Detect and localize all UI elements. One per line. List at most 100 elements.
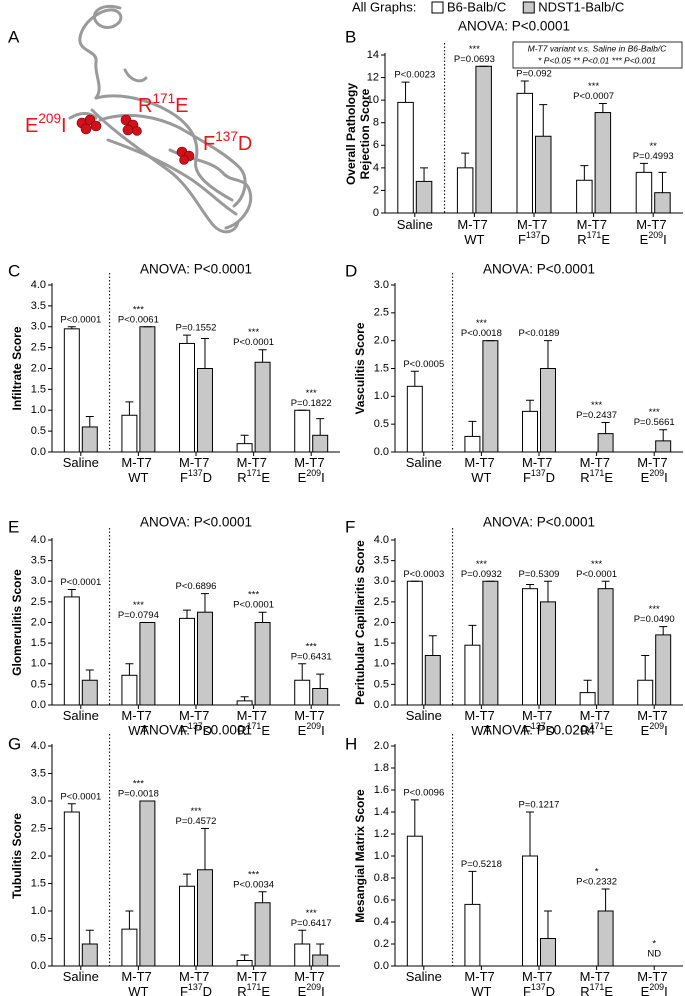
error-bar [598,103,607,113]
error-bar [240,954,249,961]
significance: *** [469,44,480,55]
bar [63,811,80,967]
error-bar [67,589,76,597]
mutation-label: R171E [138,91,188,117]
error-bar [67,326,76,329]
y-tick-label: 0.5 [31,678,46,690]
bar [540,938,556,967]
bar [81,426,98,453]
x-tick-label: M-T7 R171E [237,969,271,996]
significance: *** [190,806,201,817]
error-bar [125,910,134,930]
x-tick-label: Saline [63,455,99,470]
significance: *** [248,327,259,338]
bar [597,588,614,706]
y-tick-label: 0.5 [31,425,46,437]
p-value: P<0.0005 [403,359,444,370]
y-axis-label: Mesangial Matrix Score [353,789,367,923]
y-axis-label: Vasculitis Score [353,322,367,414]
x-tick-label: Saline [406,708,442,723]
significance: * [652,939,656,950]
panel-letter: B [345,27,356,46]
bar [522,410,538,453]
error-bar [316,943,325,955]
bar [121,928,138,967]
y-tick-label: 1.0 [374,658,389,670]
note: * P<0.05 ** P<0.01 *** P<0.001 [538,55,656,65]
error-bar [526,811,535,856]
legend-title: All Graphs: [352,0,416,14]
error-bar [298,929,307,944]
bar [522,588,538,706]
y-axis-label: Glomerulitis Score [10,569,24,676]
x-tick-label: M-T7 R171E [237,708,271,738]
mutation-label: E209I [25,111,67,137]
error-bar [583,679,592,693]
y-tick-label: 4.0 [31,740,46,752]
x-tick-label: Saline [406,969,442,984]
x-tick-label: M-T7 F137D [522,969,556,996]
error-bar [183,873,192,887]
x-tick-label: M-T7 F137D [522,708,556,738]
y-tick-label: 1.5 [31,637,46,649]
chart-title: ANOVA: P<0.0204 [483,723,595,738]
y-tick-label: 3.0 [374,279,389,291]
y-tick-label: 3.0 [374,575,389,587]
annotation: ND [647,949,661,960]
bar [424,655,441,706]
x-tick-label: M-T7 WT [121,708,155,738]
legend-label: B6-Balb/C [447,0,506,14]
legend-swatch [431,1,444,14]
significance: *** [306,908,317,919]
y-tick-label: 8 [373,117,379,129]
error-bar [125,401,134,416]
y-tick-label: 2.5 [31,342,46,354]
y-tick-label: 0.0 [374,960,389,972]
bar [179,342,196,453]
bar [482,340,499,453]
x-tick-label: M-T7 WT [121,969,155,996]
y-tick-label: 14 [367,49,379,61]
error-bar [461,152,470,168]
y-tick-label: 1.4 [374,806,389,818]
bar [535,135,552,214]
y-tick-label: 0 [373,207,379,219]
error-bar [601,421,610,434]
y-tick-label: 2.5 [374,307,389,319]
error-bar [526,399,535,412]
bar [63,596,80,706]
x-tick-label: M-T7 E209I [636,217,670,247]
y-tick-label: 2.0 [31,850,46,862]
error-bar [258,611,267,623]
y-tick-label: 2.0 [31,362,46,374]
p-value: P<0.0001 [60,577,101,588]
y-tick-label: 1.5 [374,637,389,649]
panel-letter: A [8,27,20,46]
error-bar [85,929,94,944]
error-bar [468,870,477,905]
error-bar [316,418,325,436]
x-tick-label: M-T7 E209I [294,708,328,738]
error-bar [468,624,477,646]
x-tick-label: M-T7 F137D [522,455,556,485]
x-tick-label: M-T7 WT [457,217,491,247]
x-tick-label: M-T7 WT [464,455,498,485]
bar [63,328,80,453]
p-value: P<0.0001 [60,314,101,325]
bar [236,700,253,706]
error-bar [543,340,552,369]
bar [464,644,481,706]
y-tick-label: 3.5 [31,555,46,567]
p-value: P=0.092 [516,68,552,79]
y-tick-label: 1.5 [31,877,46,889]
note: M-T7 variant v.s. Saline in B6-Balb/C [528,43,668,53]
p-value: P=0.0932 [461,569,502,580]
y-tick-label: 3.5 [31,767,46,779]
p-value: P=0.5661 [634,417,675,428]
x-tick-label: Saline [63,969,99,984]
error-bar [543,910,552,939]
y-tick-label: 2.5 [31,822,46,834]
bar [254,361,271,453]
y-tick-label: 3.0 [31,575,46,587]
error-bar [125,663,134,676]
